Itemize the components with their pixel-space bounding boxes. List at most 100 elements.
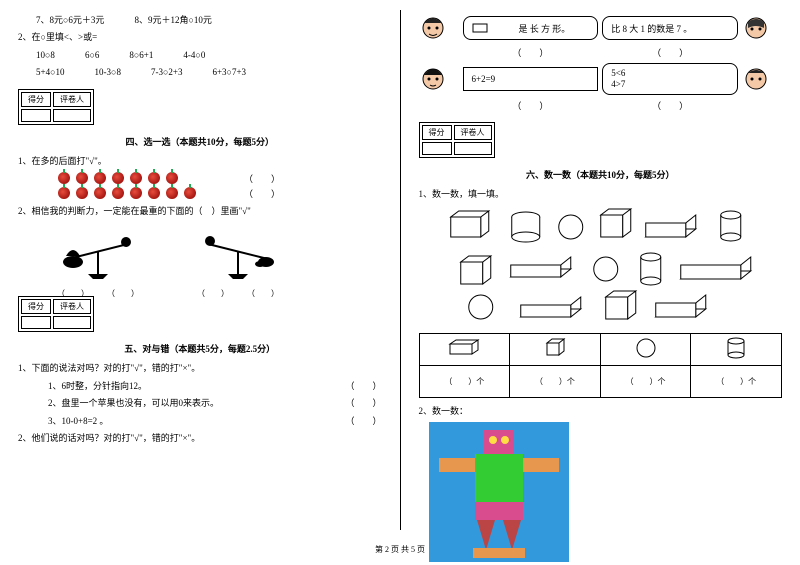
score-label: 得分	[422, 125, 452, 140]
bubble-text: 4>7	[611, 79, 625, 90]
bubbles-row2: 6+2=9 5<64>7	[419, 63, 783, 95]
sec5-q1-2: 2、盘里一个苹果也没有，可以用0来表示。 （ ）	[48, 396, 382, 410]
section-4-title: 四、选一选（本题共10分，每题5分）	[18, 135, 382, 148]
section-6-title: 六、数一数（本题共10分，每题5分）	[419, 168, 783, 181]
apple-icon	[76, 187, 88, 199]
paren: （ ）	[345, 414, 381, 428]
paren: （ ）	[197, 288, 229, 299]
q1-7: 7、8元○6元＋3元	[36, 13, 104, 27]
page-footer: 第 2 页 共 5 页	[0, 544, 800, 555]
scales: （ ） （ ） （ ） （ ）	[48, 224, 382, 284]
scale-2: （ ） （ ）	[188, 224, 288, 284]
apple-icon	[58, 172, 70, 184]
paren: （ ）	[602, 99, 738, 112]
text: 3、10-0+8=2 。	[48, 416, 108, 426]
score-box-6: 得分评卷人	[419, 122, 495, 158]
sec6-q1: 1、数一数，填一填。	[419, 187, 783, 201]
apple-icon	[58, 187, 70, 199]
apple-icon	[94, 172, 106, 184]
score-box-5: 得分评卷人	[18, 296, 94, 332]
apple-icon	[184, 187, 196, 199]
apple-icon	[148, 187, 160, 199]
eq: 5+4○10	[36, 65, 65, 79]
apple-icon	[94, 187, 106, 199]
face-icon	[419, 14, 447, 42]
paren: （ ）	[463, 46, 599, 59]
apple-icon	[112, 187, 124, 199]
face-icon	[742, 65, 770, 93]
table-cell: （ ）个	[691, 365, 782, 397]
text: 1、6时整，分针指向12。	[48, 381, 147, 391]
q1-8: 8、9元＋12角○10元	[134, 13, 211, 27]
paren: （ ）	[345, 379, 381, 393]
paren: （ ）	[602, 46, 738, 59]
paren: （ ）	[57, 288, 89, 299]
eq: 4-4○0	[183, 48, 205, 62]
eq: 7-3○2+3	[151, 65, 183, 79]
face-icon	[742, 14, 770, 42]
bubbles-paren1: （ ） （ ）	[419, 46, 783, 59]
apple-icon	[166, 187, 178, 199]
paren: （ ）	[244, 172, 280, 185]
apple-row-1: （ ）	[58, 172, 382, 185]
bubble-text: 是 长 方 形。	[492, 22, 571, 35]
apples-block: （ ） （ ）	[58, 172, 382, 200]
table-header-cube	[510, 333, 601, 365]
sec4-q1: 1、在多的后面打"√"。	[18, 154, 382, 168]
apple-icon	[76, 172, 88, 184]
bubble-1: 是 长 方 形。	[463, 16, 599, 40]
sec5-q2: 2、他们说的话对吗？对的打"√"，错的打"×"。	[18, 431, 382, 445]
bubble-2: 比 8 大 1 的数是 7 。	[602, 16, 738, 40]
eq: 10-3○8	[95, 65, 121, 79]
grader-label: 评卷人	[454, 125, 492, 140]
score-label: 得分	[21, 299, 51, 314]
apple-icon	[130, 187, 142, 199]
scale-1: （ ） （ ）	[48, 224, 148, 284]
scale-labels: （ ） （ ）	[188, 288, 288, 299]
sec5-q1-3: 3、10-0+8=2 。 （ ）	[48, 414, 382, 428]
eq: 6+3○7+3	[212, 65, 246, 79]
paren: （ ）	[244, 187, 280, 200]
eq: 10○8	[36, 48, 55, 62]
shapes-area	[419, 207, 783, 327]
bubble-text: 5<6	[611, 68, 625, 79]
q2-title: 2、在○里填<、>或=	[18, 30, 382, 44]
sec4-q2: 2、相信我的判断力，一定能在最重的下面的（ ）里画"√"	[18, 204, 382, 218]
paren: （ ）	[247, 288, 279, 299]
q1-line: 7、8元○6元＋3元 8、9元＋12角○10元	[36, 13, 382, 27]
grader-label: 评卷人	[53, 92, 91, 107]
robot-figure	[429, 422, 569, 562]
sec5-q1-1: 1、6时整，分针指向12。 （ ）	[48, 379, 382, 393]
table-header-cuboid	[419, 333, 510, 365]
table-header-cylinder	[691, 333, 782, 365]
sec5-q1: 1、下面的说法对吗？对的打"√"，错的打"×"。	[18, 361, 382, 375]
text: 2、盘里一个苹果也没有，可以用0来表示。	[48, 398, 219, 408]
apple-row-2: （ ）	[58, 187, 382, 200]
bubble-3: 6+2=9	[463, 67, 599, 91]
right-column: 是 长 方 形。 比 8 大 1 的数是 7 。 （ ） （ ） 6+2=9 5…	[401, 0, 800, 540]
q2-row1: 10○8 6○6 8○6+1 4-4○0	[36, 48, 382, 62]
table-cell: （ ）个	[510, 365, 601, 397]
sec6-q2: 2、数一数：	[419, 404, 783, 418]
table-cell: （ ）个	[600, 365, 691, 397]
score-box-4: 得分评卷人	[18, 89, 94, 125]
apple-icon	[148, 172, 160, 184]
apple-icon	[166, 172, 178, 184]
eq: 6○6	[85, 48, 99, 62]
q2-row2: 5+4○10 10-3○8 7-3○2+3 6+3○7+3	[36, 65, 382, 79]
apple-icon	[112, 172, 124, 184]
eq: 8○6+1	[129, 48, 153, 62]
bubbles-paren2: （ ） （ ）	[419, 99, 783, 112]
table-cell: （ ）个	[419, 365, 510, 397]
section-5-title: 五、对与错（本题共5分，每题2.5分）	[18, 342, 382, 355]
score-label: 得分	[21, 92, 51, 107]
paren: （ ）	[463, 99, 599, 112]
grader-label: 评卷人	[53, 299, 91, 314]
paren: （ ）	[345, 396, 381, 410]
bubble-4: 5<64>7	[602, 63, 738, 95]
scale-labels: （ ） （ ）	[48, 288, 148, 299]
table-header-sphere	[600, 333, 691, 365]
apple-icon	[130, 172, 142, 184]
left-column: 7、8元○6元＋3元 8、9元＋12角○10元 2、在○里填<、>或= 10○8…	[0, 0, 400, 540]
paren: （ ）	[107, 288, 139, 299]
